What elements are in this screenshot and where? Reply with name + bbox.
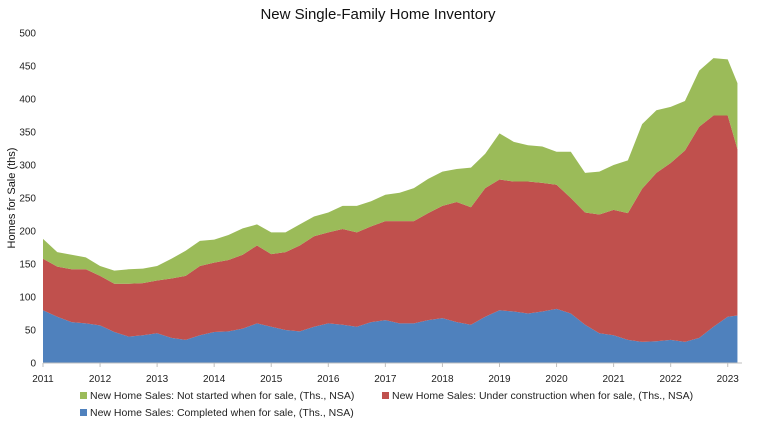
axes-group: 0 50 100 150 200 250 300 350 400 450 500 2011 2012 20… [19,29,742,385]
legend: New Home Sales: Not started when for sal… [80,390,693,419]
x-tick-label: 2022 [660,374,683,385]
x-tick-label: 2011 [32,374,54,385]
y-tick-label: 200 [19,227,36,238]
area-series-1 [43,308,738,363]
x-tick-label: 2019 [488,374,511,385]
y-tick-label: 400 [19,95,36,106]
area-series-group [43,58,738,363]
x-tick-label: 2012 [89,374,112,385]
y-tick-label: 100 [19,293,36,304]
legend-swatch [80,409,87,416]
legend-swatch [80,392,87,399]
x-tick-label: 2014 [203,374,226,385]
y-tick-label: 450 [19,62,36,73]
y-tick-label: 250 [19,194,36,205]
legend-swatch [382,392,389,399]
legend-label: New Home Sales: Completed when for sale,… [90,407,354,419]
area-series-2 [43,115,738,342]
x-tick-label: 2021 [602,374,625,385]
y-axis-label: Homes for Sale (ths) [6,148,18,249]
chart-title: New Single-Family Home Inventory [260,6,496,23]
y-tick-label: 500 [19,29,36,40]
y-tick-label: 50 [25,326,37,337]
x-tick-label: 2013 [146,374,169,385]
y-tick-label: 350 [19,128,36,139]
legend-label: New Home Sales: Under construction when … [392,390,693,402]
y-tick-label: 0 [30,359,36,370]
x-tick-label: 2017 [374,374,397,385]
x-tick-label: 2023 [717,374,740,385]
x-tick-label: 2016 [317,374,340,385]
x-tick-label: 2018 [431,374,454,385]
x-tick-label: 2015 [260,374,283,385]
y-tick-label: 300 [19,161,36,172]
legend-label: New Home Sales: Not started when for sal… [90,390,354,402]
x-tick-label: 2020 [545,374,568,385]
y-tick-label: 150 [19,260,36,271]
